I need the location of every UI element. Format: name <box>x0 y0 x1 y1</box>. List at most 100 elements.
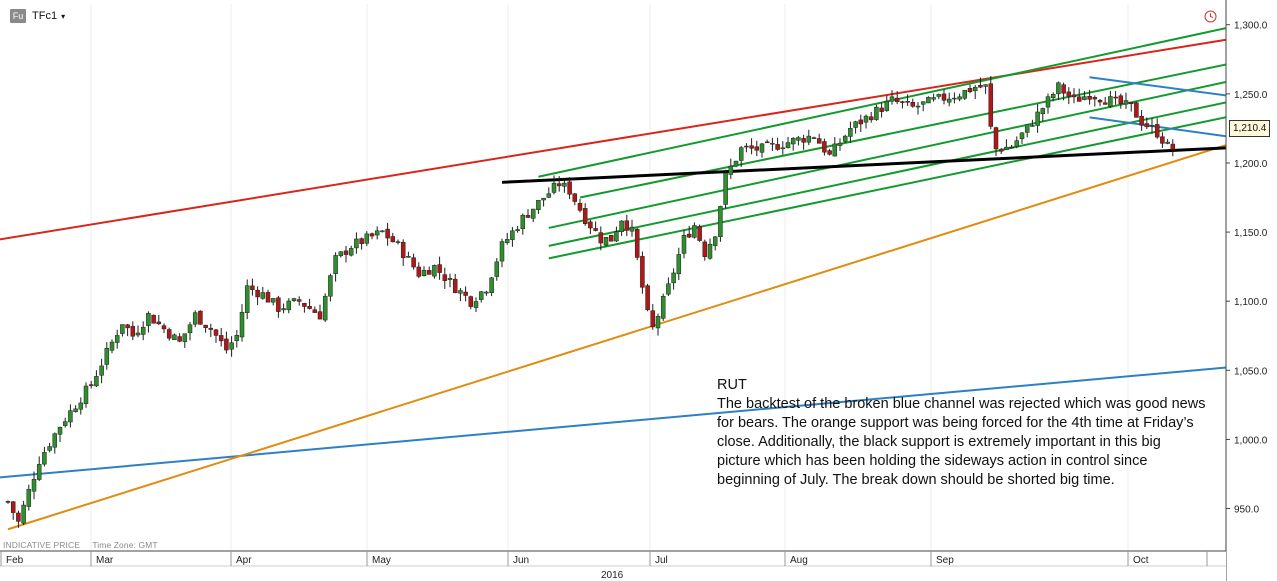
candle-body <box>198 310 203 325</box>
candle-body <box>1071 94 1077 98</box>
x-month-label: Feb <box>6 555 24 566</box>
candle-body <box>640 256 645 288</box>
candle-body <box>915 105 921 108</box>
candle-body <box>426 270 432 275</box>
candle-body <box>312 309 318 313</box>
candle-body <box>109 341 115 351</box>
candle-body <box>671 272 676 284</box>
candle-body <box>125 324 130 329</box>
candle-body <box>364 233 370 244</box>
black-support-line <box>501 143 1277 184</box>
x-month-label: Sep <box>936 555 954 566</box>
candle-body <box>494 261 500 277</box>
orange-support-line <box>7 127 1277 531</box>
candle-body <box>182 333 188 342</box>
timezone-label: Time Zone: GMT <box>92 540 158 550</box>
x-month-label: Jul <box>655 555 668 566</box>
candle-body <box>265 292 271 303</box>
candle-body <box>328 275 333 297</box>
annotation-title: RUT <box>717 377 747 393</box>
candle-body <box>562 182 567 187</box>
price-source-note: INDICATIVE PRICE Time Zone: GMT <box>3 540 168 550</box>
candle-body <box>270 298 276 303</box>
candle-body <box>504 239 510 243</box>
y-tick-label: 1,000.0 <box>1234 435 1268 446</box>
candle-body <box>608 234 614 242</box>
x-month-label: Jun <box>513 555 529 566</box>
candle-body <box>629 226 635 232</box>
candle-body <box>900 101 905 103</box>
candle-body <box>229 342 234 350</box>
candle-body <box>889 96 895 102</box>
candle-body <box>884 100 890 111</box>
candle-body <box>1097 99 1103 103</box>
candle-body <box>530 208 536 219</box>
candle-body <box>1082 96 1087 100</box>
candle-body <box>177 336 182 342</box>
candle-body <box>879 107 884 112</box>
candle-body <box>749 145 754 149</box>
candle-body <box>624 220 630 231</box>
y-tick-label: 1,100.0 <box>1234 297 1268 308</box>
candle-body <box>957 96 962 100</box>
futures-badge[interactable]: Fu <box>10 9 26 23</box>
candle-body <box>140 326 146 335</box>
candle-body <box>874 106 879 120</box>
candle-body <box>588 221 593 229</box>
candle-body <box>432 265 437 277</box>
candle-body <box>291 298 297 301</box>
candle-body <box>1165 141 1170 144</box>
x-month-label: Oct <box>1133 555 1149 566</box>
candle-body <box>952 97 957 100</box>
candlesticks <box>5 76 1176 528</box>
symbol-label[interactable]: TFc1 <box>32 10 58 22</box>
candle-body <box>972 86 978 92</box>
candle-body <box>239 311 245 338</box>
candle-body <box>62 421 68 426</box>
candle-body <box>1128 102 1134 105</box>
candle-body <box>1160 136 1165 144</box>
candle-body <box>666 283 671 295</box>
candle-body <box>458 290 463 294</box>
candle-body <box>520 214 526 229</box>
candle-body <box>759 143 765 153</box>
candle-body <box>733 160 739 167</box>
y-axis-panel <box>1226 0 1277 581</box>
candle-body <box>333 255 338 274</box>
candle-body <box>47 446 52 451</box>
candle-body <box>1024 124 1030 133</box>
candle-body <box>1144 123 1150 128</box>
candle-body <box>374 230 380 236</box>
candle-body <box>780 147 786 150</box>
candle-body <box>250 285 255 290</box>
candle-body <box>104 348 110 365</box>
candle-body <box>510 230 515 240</box>
candle-body <box>848 128 853 137</box>
symbol-dropdown-icon[interactable]: ▾ <box>61 11 66 21</box>
candle-body <box>993 127 999 150</box>
candle-body <box>598 232 604 244</box>
candle-body <box>146 312 151 326</box>
candle-body <box>858 119 864 125</box>
candle-body <box>400 241 406 259</box>
candle-body <box>213 329 219 336</box>
candle-body <box>541 197 546 201</box>
clock-icon[interactable] <box>1204 10 1217 23</box>
candle-body <box>967 88 973 93</box>
candle-body <box>1014 140 1020 147</box>
candle-body <box>1092 97 1098 100</box>
candle-body <box>827 150 832 155</box>
candle-body <box>946 98 952 103</box>
candle-body <box>1035 111 1040 126</box>
candle-body <box>302 303 307 307</box>
candle-body <box>10 501 16 513</box>
candle-body <box>224 338 229 351</box>
candle-body <box>416 266 422 277</box>
candle-body <box>894 97 900 103</box>
candle-body <box>166 329 172 339</box>
red-resistance-line <box>0 30 1277 241</box>
candle-body <box>868 116 874 121</box>
candle-body <box>681 235 687 254</box>
